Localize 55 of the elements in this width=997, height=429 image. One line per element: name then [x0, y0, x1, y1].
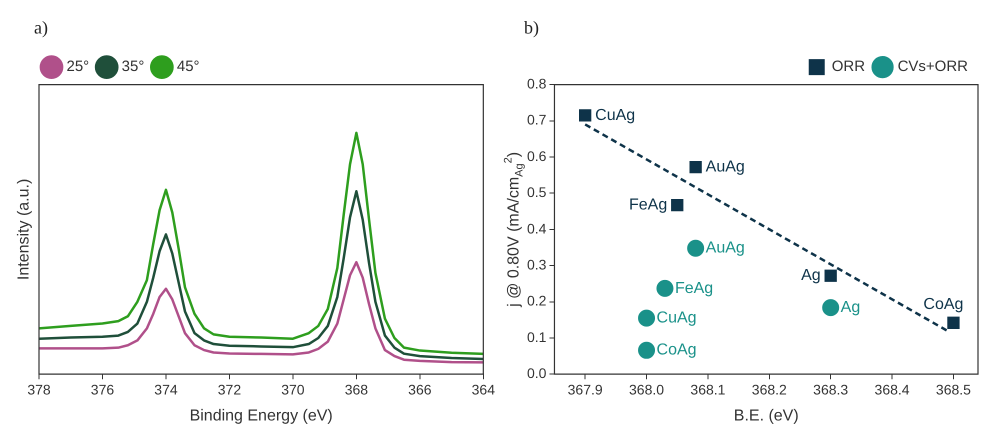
legend-label: 25°: [66, 58, 90, 76]
point: [824, 270, 837, 282]
y-tick-label: 0.5: [526, 184, 547, 200]
y-tick-label: 0.6: [526, 148, 547, 164]
chart-title: b): [524, 18, 539, 38]
point: [578, 109, 592, 122]
point: [638, 310, 656, 327]
annotation: FeAg: [628, 196, 668, 214]
annotation: CuAg: [595, 106, 636, 124]
x-axis-title: Binding Energy (eV): [190, 407, 333, 424]
x-tick-label: 368.3: [813, 381, 848, 398]
y-tick-label: 0.7: [526, 112, 547, 128]
point: [656, 280, 674, 297]
x-tick-label: 368.0: [629, 381, 664, 398]
annotation: FeAg: [674, 280, 714, 297]
point: [947, 316, 960, 329]
x-tick-label: 376: [90, 381, 114, 398]
y-tick-label: 0.8: [526, 75, 547, 92]
x-tick-label: 367.9: [568, 381, 603, 398]
x-tick-label: 378: [27, 381, 51, 398]
x-tick-label: 368: [344, 381, 368, 398]
y-tick-label: 0.4: [526, 220, 547, 236]
y-tick-label: 0.2: [526, 292, 547, 309]
x-tick-label: 364: [472, 381, 496, 398]
y-axis-title: Intensity (a.u.): [15, 178, 32, 280]
x-tick-label: 370: [281, 381, 305, 398]
x-tick-label: 368.5: [936, 381, 972, 398]
legend-label: CVs+ORR: [898, 58, 968, 76]
y-tick-label: 0.0: [526, 365, 547, 382]
chart-title: a): [34, 18, 48, 38]
annotation: AuAg: [706, 240, 745, 257]
x-tick-label: 368.4: [874, 381, 910, 398]
legend-label: 45°: [176, 58, 200, 76]
x-tick-label: 368.2: [752, 381, 788, 398]
point: [689, 160, 702, 174]
point: [822, 299, 840, 316]
legend-label: ORR: [832, 58, 866, 76]
x-tick-label: 374: [154, 381, 178, 398]
x-axis-title: B.E. (eV): [734, 407, 799, 424]
annotation: Ag: [840, 299, 860, 316]
annotation: CoAg: [656, 342, 697, 359]
x-tick-label: 372: [218, 381, 242, 398]
y-tick-label: 0.1: [526, 328, 547, 345]
legend-label: 35°: [122, 58, 144, 76]
x-tick-label: 368.1: [690, 381, 726, 398]
point: [687, 240, 704, 257]
annotation: AuAg: [706, 158, 745, 176]
y-tick-label: 0.3: [526, 256, 547, 272]
annotation: CoAg: [923, 296, 964, 314]
y-axis-title: j @ 0.80V (mA/cmAg2): [502, 152, 526, 308]
annotation: CuAg: [656, 309, 697, 326]
x-tick-label: 366: [408, 381, 432, 398]
point: [671, 198, 684, 212]
point: [638, 342, 656, 359]
annotation: Ag: [801, 267, 821, 284]
